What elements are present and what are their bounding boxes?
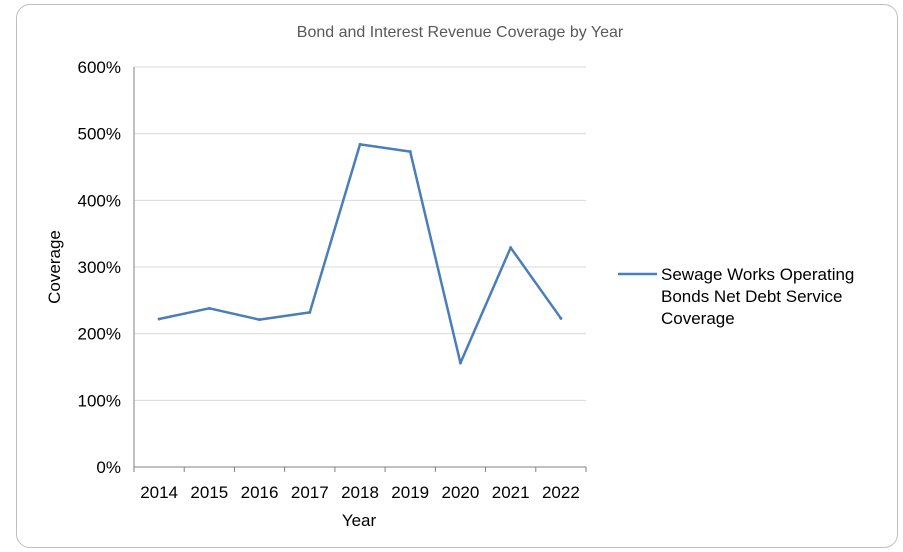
x-tick-label: 2014 xyxy=(140,483,178,502)
y-tick-label: 500% xyxy=(78,125,121,144)
y-axis-ticks: 0% 100% 200% 300% 400% 500% 600% xyxy=(78,58,121,477)
x-tick-label: 2022 xyxy=(542,483,580,502)
data-point xyxy=(458,361,462,365)
data-point xyxy=(408,150,412,154)
x-axis-ticks: 2014 2015 2016 2017 2018 2019 2020 2021 2022 xyxy=(133,467,587,502)
x-tick-label: 2018 xyxy=(341,483,379,502)
y-tick-label: 400% xyxy=(78,191,121,210)
y-tick-label: 600% xyxy=(78,58,121,77)
series-line xyxy=(158,143,562,365)
y-tick-label: 0% xyxy=(96,458,121,477)
data-point xyxy=(207,306,211,310)
y-axis-title: Coverage xyxy=(45,230,64,304)
chart-area xyxy=(16,4,898,548)
y-tick-label: 300% xyxy=(78,258,121,277)
x-tick-label: 2016 xyxy=(241,483,279,502)
series-group xyxy=(157,142,563,365)
data-point xyxy=(509,246,513,250)
data-point xyxy=(559,316,563,320)
x-tick-label: 2021 xyxy=(492,483,530,502)
chart-title: Bond and Interest Revenue Coverage by Ye… xyxy=(297,24,624,41)
gridlines xyxy=(134,66,586,401)
data-point xyxy=(358,142,362,146)
data-point xyxy=(157,317,161,321)
x-tick-label: 2019 xyxy=(391,483,429,502)
x-tick-label: 2017 xyxy=(291,483,329,502)
legend-label: Sewage Works Operating Bonds Net Debt Ser… xyxy=(661,265,854,328)
y-tick-label: 100% xyxy=(78,391,121,410)
y-tick-label: 200% xyxy=(78,325,121,344)
x-tick-label: 2015 xyxy=(190,483,228,502)
data-point xyxy=(308,310,312,314)
x-axis-title: Year xyxy=(342,511,377,530)
legend: Sewage Works Operating Bonds Net Debt Ser… xyxy=(618,265,854,328)
x-tick-label: 2020 xyxy=(442,483,480,502)
data-point xyxy=(258,318,262,322)
